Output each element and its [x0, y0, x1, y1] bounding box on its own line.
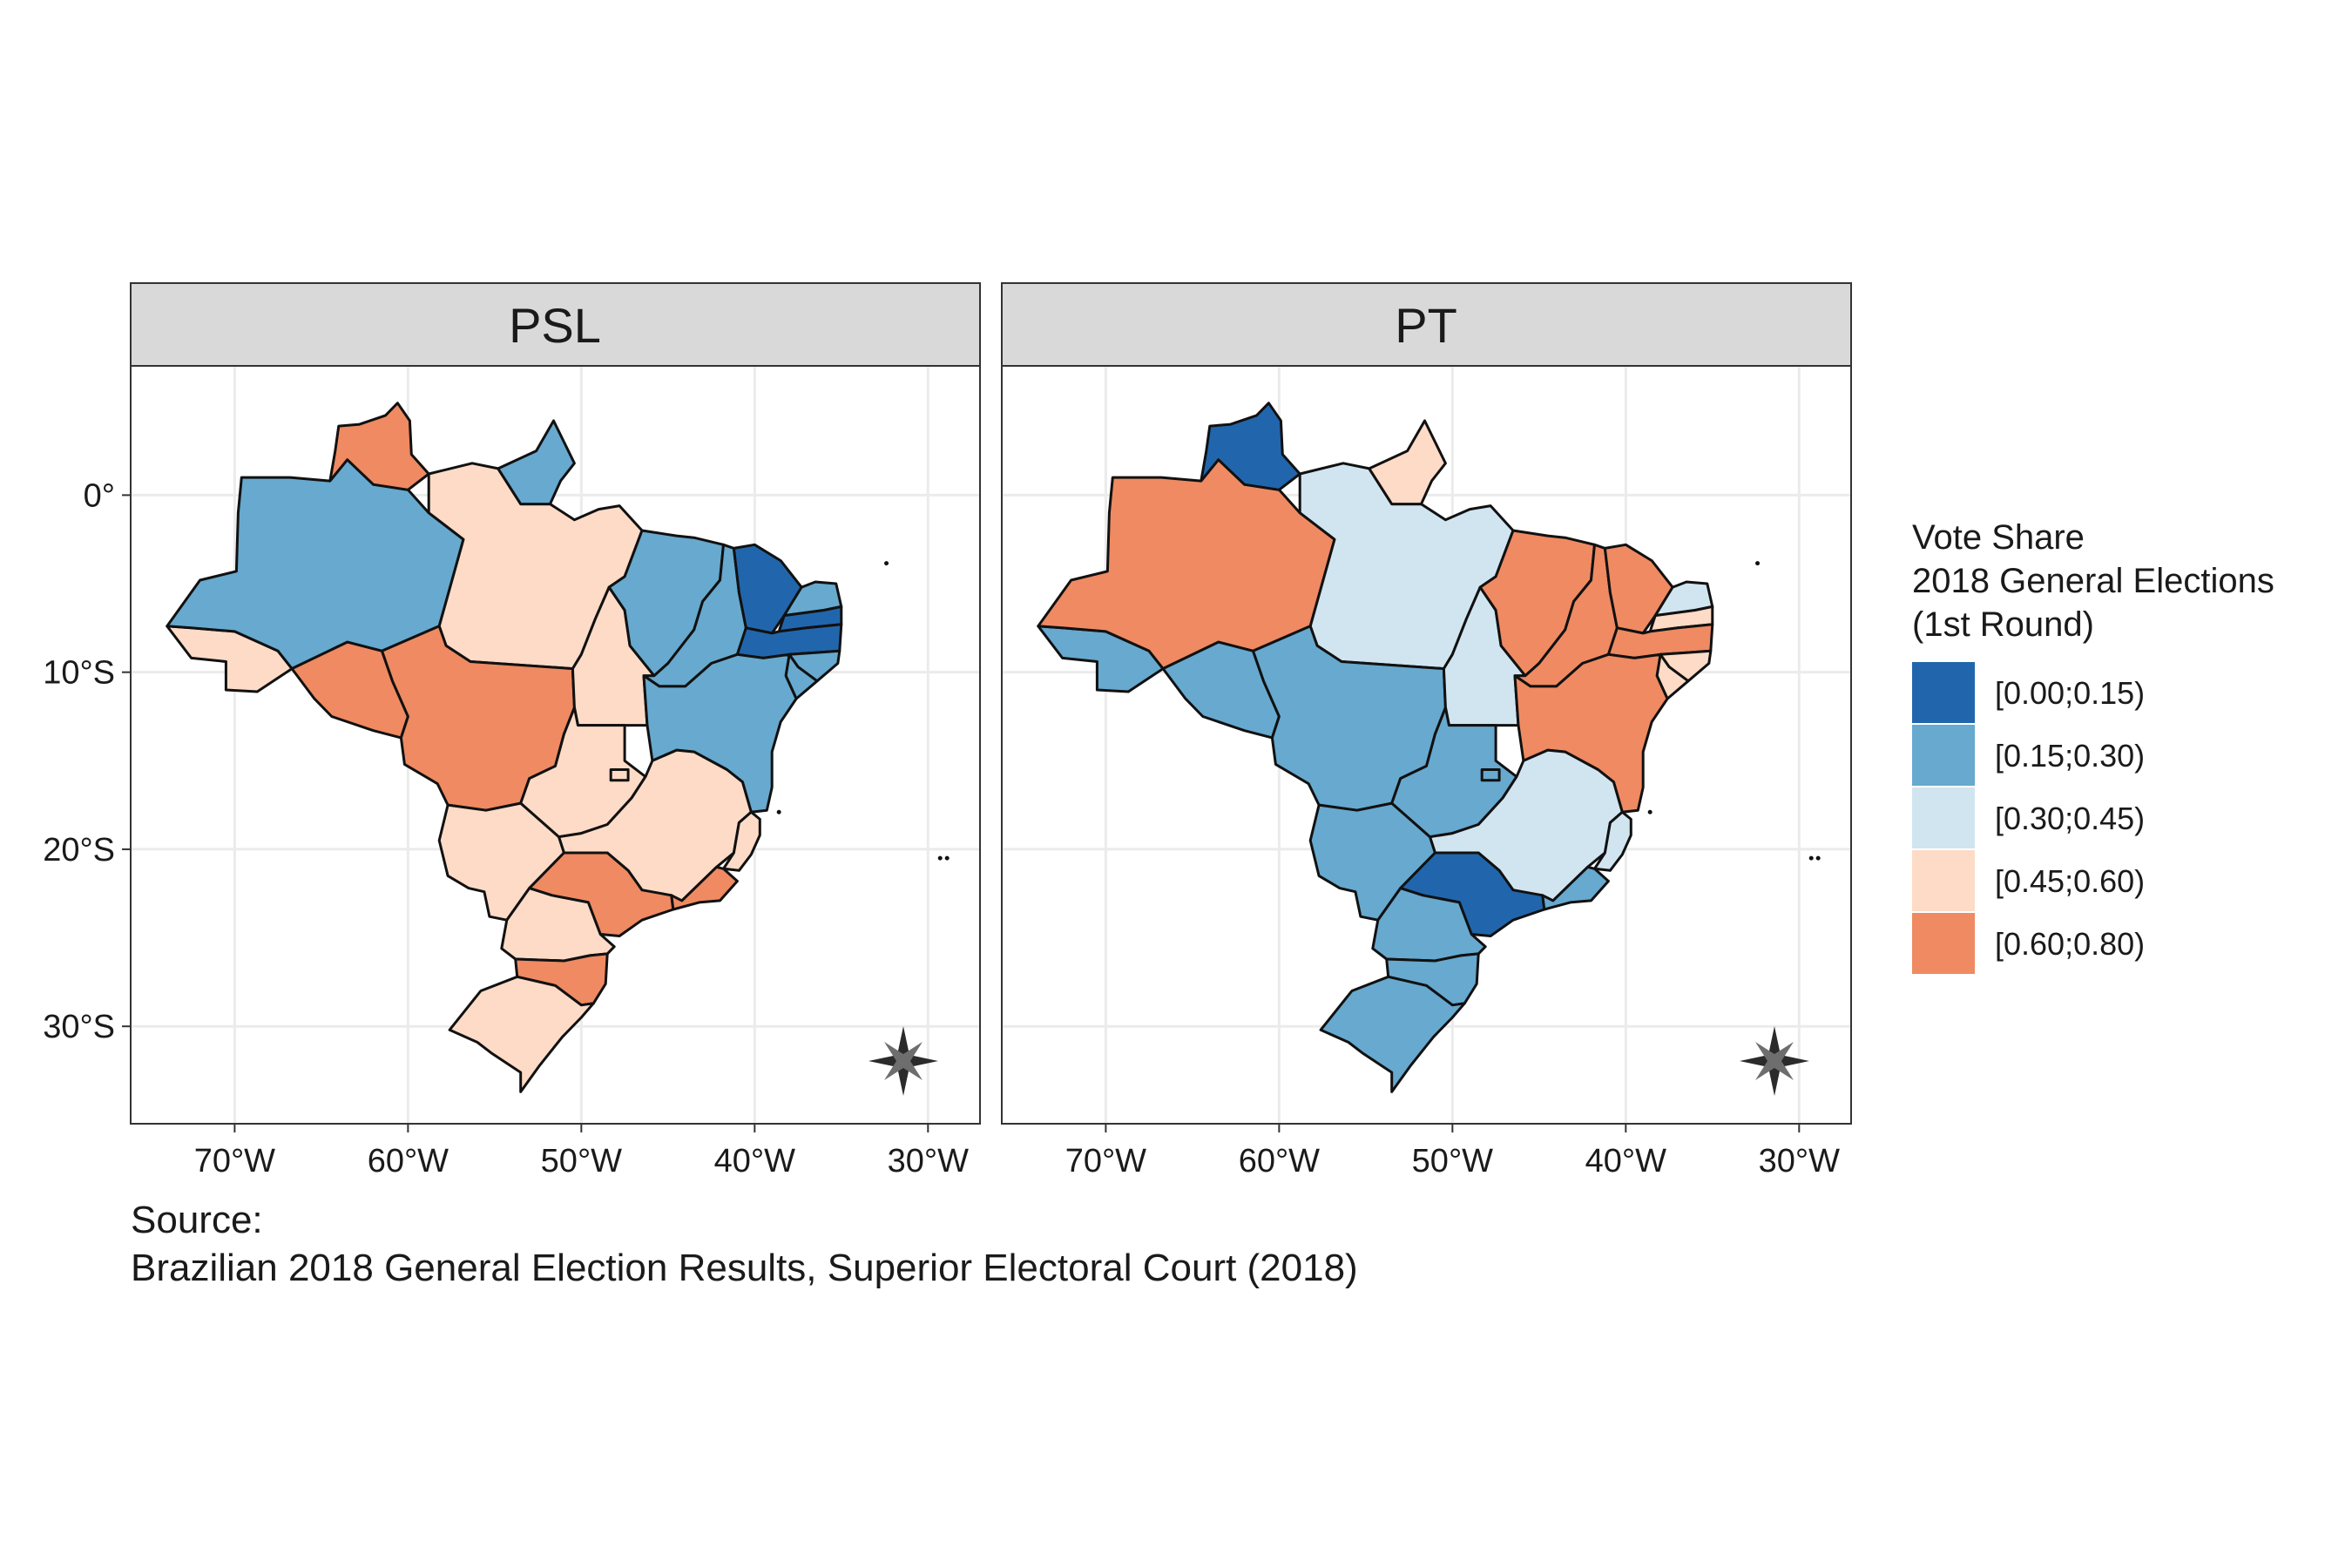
- island-marker: [1808, 855, 1814, 861]
- region-distrito-federal: [1480, 768, 1501, 782]
- brazil-map-pt: [1037, 402, 1821, 1093]
- legend-item-label: [0.60;0.80): [1995, 926, 2145, 962]
- region-amap-: [1368, 419, 1447, 506]
- x-tick-label: 30°W: [888, 1143, 969, 1179]
- legend-swatch: [1912, 725, 1975, 786]
- x-axis-pt: 70°W 60°W 50°W 40°W 30°W: [1065, 1124, 1840, 1179]
- island-marker: [944, 855, 950, 861]
- island-marker: [1647, 809, 1652, 814]
- panel-title-psl: PSL: [509, 298, 601, 353]
- brazil-map-psl: [166, 402, 950, 1093]
- legend-title-line-1: Vote Share: [1912, 518, 2085, 557]
- x-tick-label: 30°W: [1759, 1143, 1840, 1179]
- x-tick-label: 40°W: [1585, 1143, 1666, 1179]
- legend-title-line-2: 2018 General Elections: [1912, 562, 2274, 600]
- region-rio-grande-do-sul: [1319, 975, 1466, 1093]
- x-tick-label: 40°W: [714, 1143, 795, 1179]
- y-tick-label: 30°S: [43, 1009, 115, 1045]
- region-rio-grande-do-sul: [448, 975, 595, 1093]
- island-marker: [776, 809, 781, 814]
- region-paran-: [1371, 887, 1487, 963]
- island-marker: [884, 561, 889, 566]
- region-distrito-federal: [609, 768, 630, 782]
- y-tick-label: 0°: [84, 477, 115, 514]
- x-tick-label: 50°W: [1412, 1143, 1493, 1179]
- region-amap-: [497, 419, 576, 506]
- panel-border-psl: [130, 365, 981, 1125]
- x-tick-label: 50°W: [541, 1143, 622, 1179]
- island-marker: [1755, 561, 1761, 566]
- region-esp-rito-santo: [1593, 810, 1632, 872]
- compass-rose-icon: [868, 1026, 938, 1096]
- y-tick-label: 10°S: [43, 655, 115, 692]
- legend-title-line-3: (1st Round): [1912, 605, 2094, 644]
- island-marker: [1815, 855, 1821, 861]
- region-esp-rito-santo: [722, 810, 761, 872]
- panel-strip-pt: [1001, 282, 1852, 367]
- panel-pt: PT 70°W 60°W 50°W 40°W 30°W: [1001, 282, 1852, 1179]
- x-tick-label: 60°W: [368, 1143, 449, 1179]
- legend-swatch: [1912, 787, 1975, 848]
- region-amazonas: [1037, 458, 1336, 671]
- y-axis-psl: 0° 10°S 20°S 30°S: [43, 477, 131, 1045]
- caption-line-1: Source:: [131, 1199, 263, 1241]
- legend: Vote Share 2018 General Elections (1st R…: [1912, 518, 2274, 974]
- panel-title-pt: PT: [1395, 298, 1457, 353]
- legend-item-label: [0.45;0.60): [1995, 863, 2145, 899]
- panel-psl: PSL 70°W 60°W 50°W 40°W 30°W 0° 10°S 20°S 30°S: [43, 282, 981, 1179]
- region-rio-de-janeiro: [670, 865, 739, 911]
- y-tick-label: 20°S: [43, 832, 115, 868]
- panel-border-pt: [1001, 365, 1852, 1125]
- region-paran-: [500, 887, 616, 963]
- region-roraima: [328, 402, 430, 491]
- region-rio-de-janeiro: [1541, 865, 1610, 911]
- x-tick-label: 70°W: [194, 1143, 275, 1179]
- x-tick-label: 60°W: [1239, 1143, 1320, 1179]
- x-axis-psl: 70°W 60°W 50°W 40°W 30°W: [194, 1124, 969, 1179]
- x-tick-label: 70°W: [1065, 1143, 1146, 1179]
- legend-item-label: [0.00;0.15): [1995, 675, 2145, 711]
- legend-swatch: [1912, 913, 1975, 974]
- legend-swatch: [1912, 662, 1975, 723]
- compass-rose-icon: [1740, 1026, 1809, 1096]
- legend-swatch: [1912, 850, 1975, 911]
- panel-strip-psl: [130, 282, 981, 367]
- legend-item-label: [0.30;0.45): [1995, 801, 2145, 836]
- region-roraima: [1200, 402, 1301, 491]
- caption: Source: Brazilian 2018 General Election …: [131, 1199, 1358, 1289]
- region-amazonas: [166, 458, 465, 671]
- island-marker: [937, 855, 943, 861]
- caption-line-2: Brazilian 2018 General Election Results,…: [131, 1247, 1358, 1289]
- legend-item-label: [0.15;0.30): [1995, 738, 2145, 774]
- legend-items: [0.00;0.15) [0.15;0.30) [0.30;0.45) [0.45;0…: [1912, 662, 2145, 974]
